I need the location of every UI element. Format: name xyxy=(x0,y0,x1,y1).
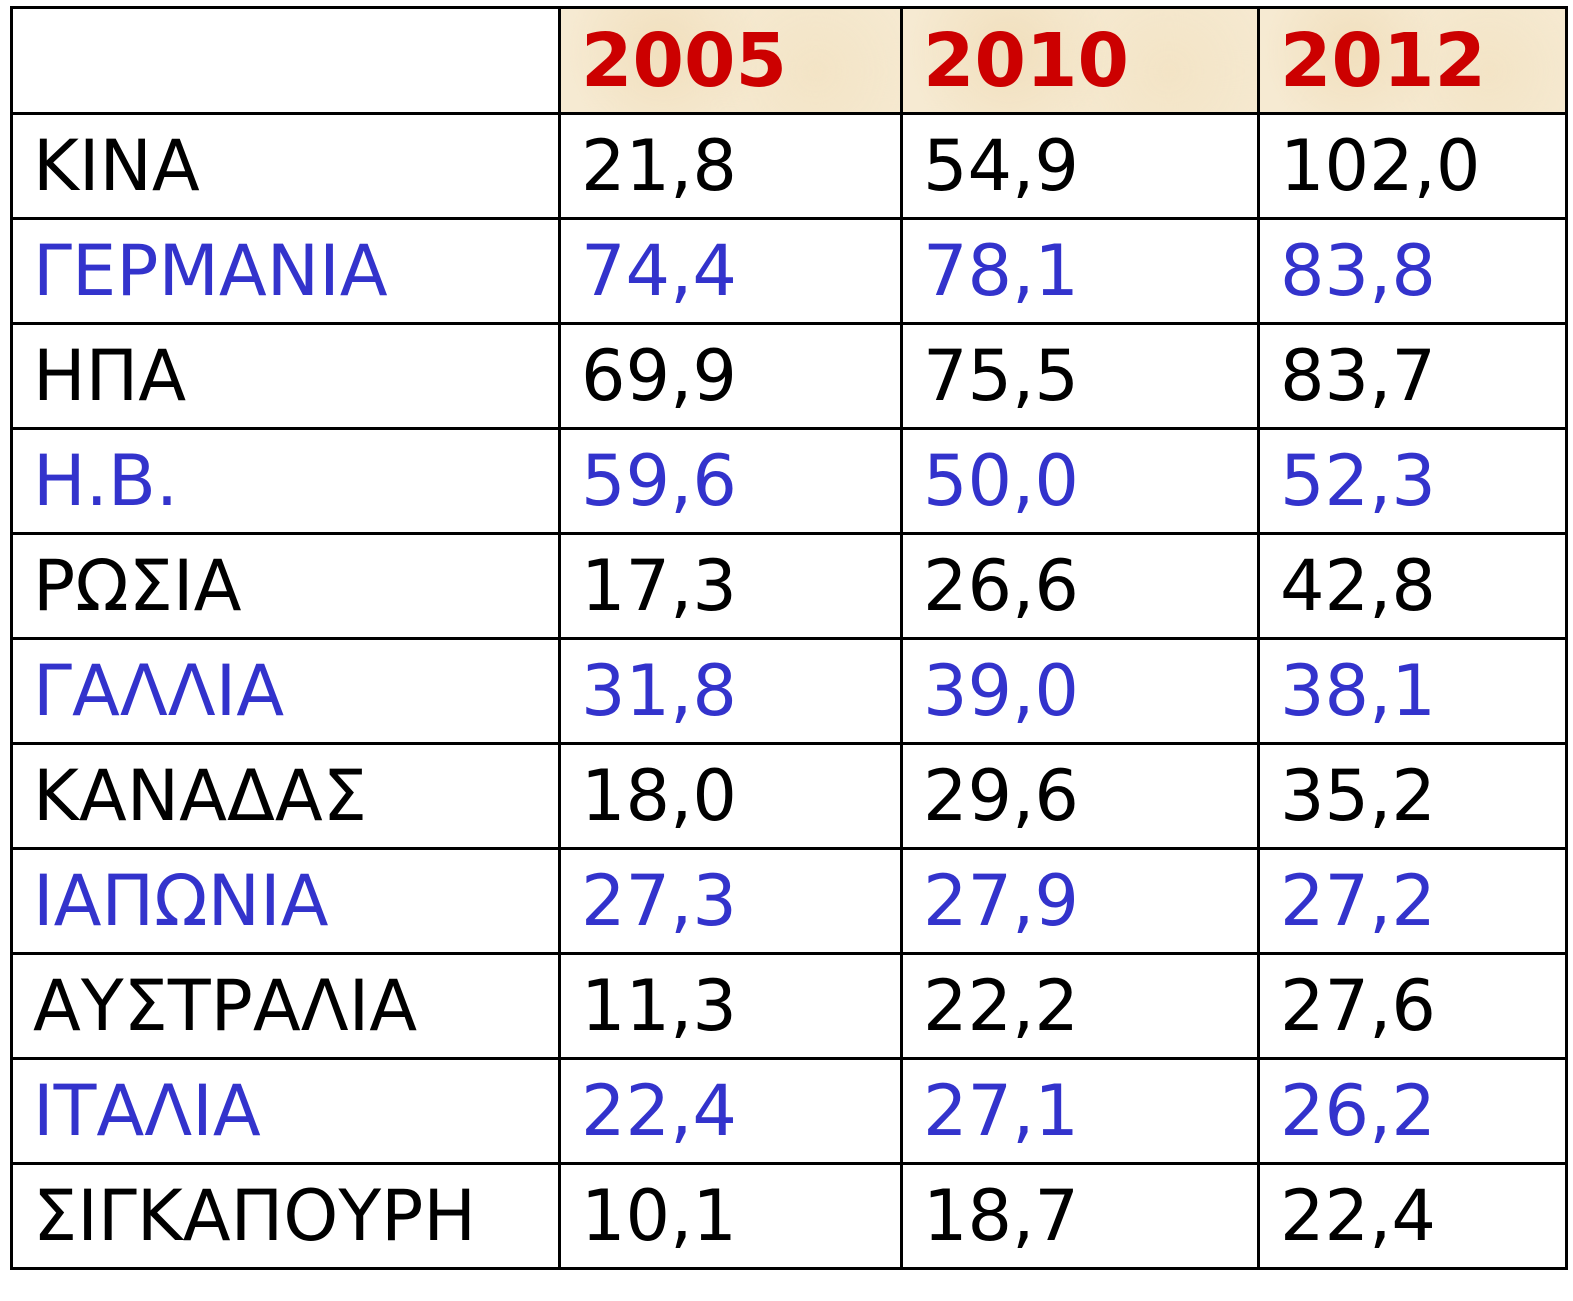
country-cell: ΓΑΛΛΙΑ xyxy=(10,637,561,745)
country-cell: ΚΙΝΑ xyxy=(10,112,561,220)
header-row: 2005 2010 2012 xyxy=(10,6,1568,115)
value-cell: 26,6 xyxy=(900,532,1260,640)
value-cell: 42,8 xyxy=(1257,532,1568,640)
data-row: Η.Β. 59,6 50,0 52,3 xyxy=(10,427,1568,535)
value-cell: 38,1 xyxy=(1257,637,1568,745)
value-cell: 78,1 xyxy=(900,217,1260,325)
country-cell: Η.Β. xyxy=(10,427,561,535)
data-row: ΣΙΓΚΑΠΟΥΡΗ 10,1 18,7 22,4 xyxy=(10,1162,1568,1270)
value-cell: 69,9 xyxy=(558,322,903,430)
data-row: ΓΑΛΛΙΑ 31,8 39,0 38,1 xyxy=(10,637,1568,745)
value-cell: 27,9 xyxy=(900,847,1260,955)
value-cell: 27,1 xyxy=(900,1057,1260,1165)
value-cell: 83,7 xyxy=(1257,322,1568,430)
data-row: ΙΑΠΩΝΙΑ 27,3 27,9 27,2 xyxy=(10,847,1568,955)
country-cell: ΙΤΑΛΙΑ xyxy=(10,1057,561,1165)
value-cell: 22,4 xyxy=(1257,1162,1568,1270)
value-cell: 74,4 xyxy=(558,217,903,325)
value-cell: 26,2 xyxy=(1257,1057,1568,1165)
value-cell: 54,9 xyxy=(900,112,1260,220)
value-cell: 18,7 xyxy=(900,1162,1260,1270)
value-cell: 102,0 xyxy=(1257,112,1568,220)
value-cell: 27,3 xyxy=(558,847,903,955)
value-cell: 31,8 xyxy=(558,637,903,745)
country-cell: ΓΕΡΜΑΝΙΑ xyxy=(10,217,561,325)
year-header: 2012 xyxy=(1257,6,1568,115)
value-cell: 83,8 xyxy=(1257,217,1568,325)
country-cell: ΡΩΣΙΑ xyxy=(10,532,561,640)
value-cell: 27,6 xyxy=(1257,952,1568,1060)
value-cell: 59,6 xyxy=(558,427,903,535)
value-cell: 21,8 xyxy=(558,112,903,220)
value-cell: 22,4 xyxy=(558,1057,903,1165)
value-cell: 22,2 xyxy=(900,952,1260,1060)
table-body: 2005 2010 2012 ΚΙΝΑ 21,8 54,9 102,0 ΓΕΡΜΑΝΙΑ 74,… xyxy=(10,6,1568,1270)
value-cell: 10,1 xyxy=(558,1162,903,1270)
year-header: 2010 xyxy=(900,6,1260,115)
corner-cell xyxy=(10,6,561,115)
data-row: ΑΥΣΤΡΑΛΙΑ 11,3 22,2 27,6 xyxy=(10,952,1568,1060)
data-table: 2005 2010 2012 ΚΙΝΑ 21,8 54,9 102,0 ΓΕΡΜΑΝΙΑ 74,… xyxy=(10,6,1568,1270)
value-cell: 50,0 xyxy=(900,427,1260,535)
year-header: 2005 xyxy=(558,6,903,115)
data-row: ΡΩΣΙΑ 17,3 26,6 42,8 xyxy=(10,532,1568,640)
value-cell: 17,3 xyxy=(558,532,903,640)
value-cell: 27,2 xyxy=(1257,847,1568,955)
country-cell: ΗΠΑ xyxy=(10,322,561,430)
country-cell: ΙΑΠΩΝΙΑ xyxy=(10,847,561,955)
value-cell: 52,3 xyxy=(1257,427,1568,535)
value-cell: 75,5 xyxy=(900,322,1260,430)
value-cell: 35,2 xyxy=(1257,742,1568,850)
data-row: ΓΕΡΜΑΝΙΑ 74,4 78,1 83,8 xyxy=(10,217,1568,325)
data-row: ΗΠΑ 69,9 75,5 83,7 xyxy=(10,322,1568,430)
data-row: ΚΙΝΑ 21,8 54,9 102,0 xyxy=(10,112,1568,220)
value-cell: 29,6 xyxy=(900,742,1260,850)
country-cell: ΣΙΓΚΑΠΟΥΡΗ xyxy=(10,1162,561,1270)
country-cell: ΑΥΣΤΡΑΛΙΑ xyxy=(10,952,561,1060)
value-cell: 18,0 xyxy=(558,742,903,850)
country-cell: ΚΑΝΑΔΑΣ xyxy=(10,742,561,850)
data-row: ΙΤΑΛΙΑ 22,4 27,1 26,2 xyxy=(10,1057,1568,1165)
value-cell: 11,3 xyxy=(558,952,903,1060)
value-cell: 39,0 xyxy=(900,637,1260,745)
data-row: ΚΑΝΑΔΑΣ 18,0 29,6 35,2 xyxy=(10,742,1568,850)
